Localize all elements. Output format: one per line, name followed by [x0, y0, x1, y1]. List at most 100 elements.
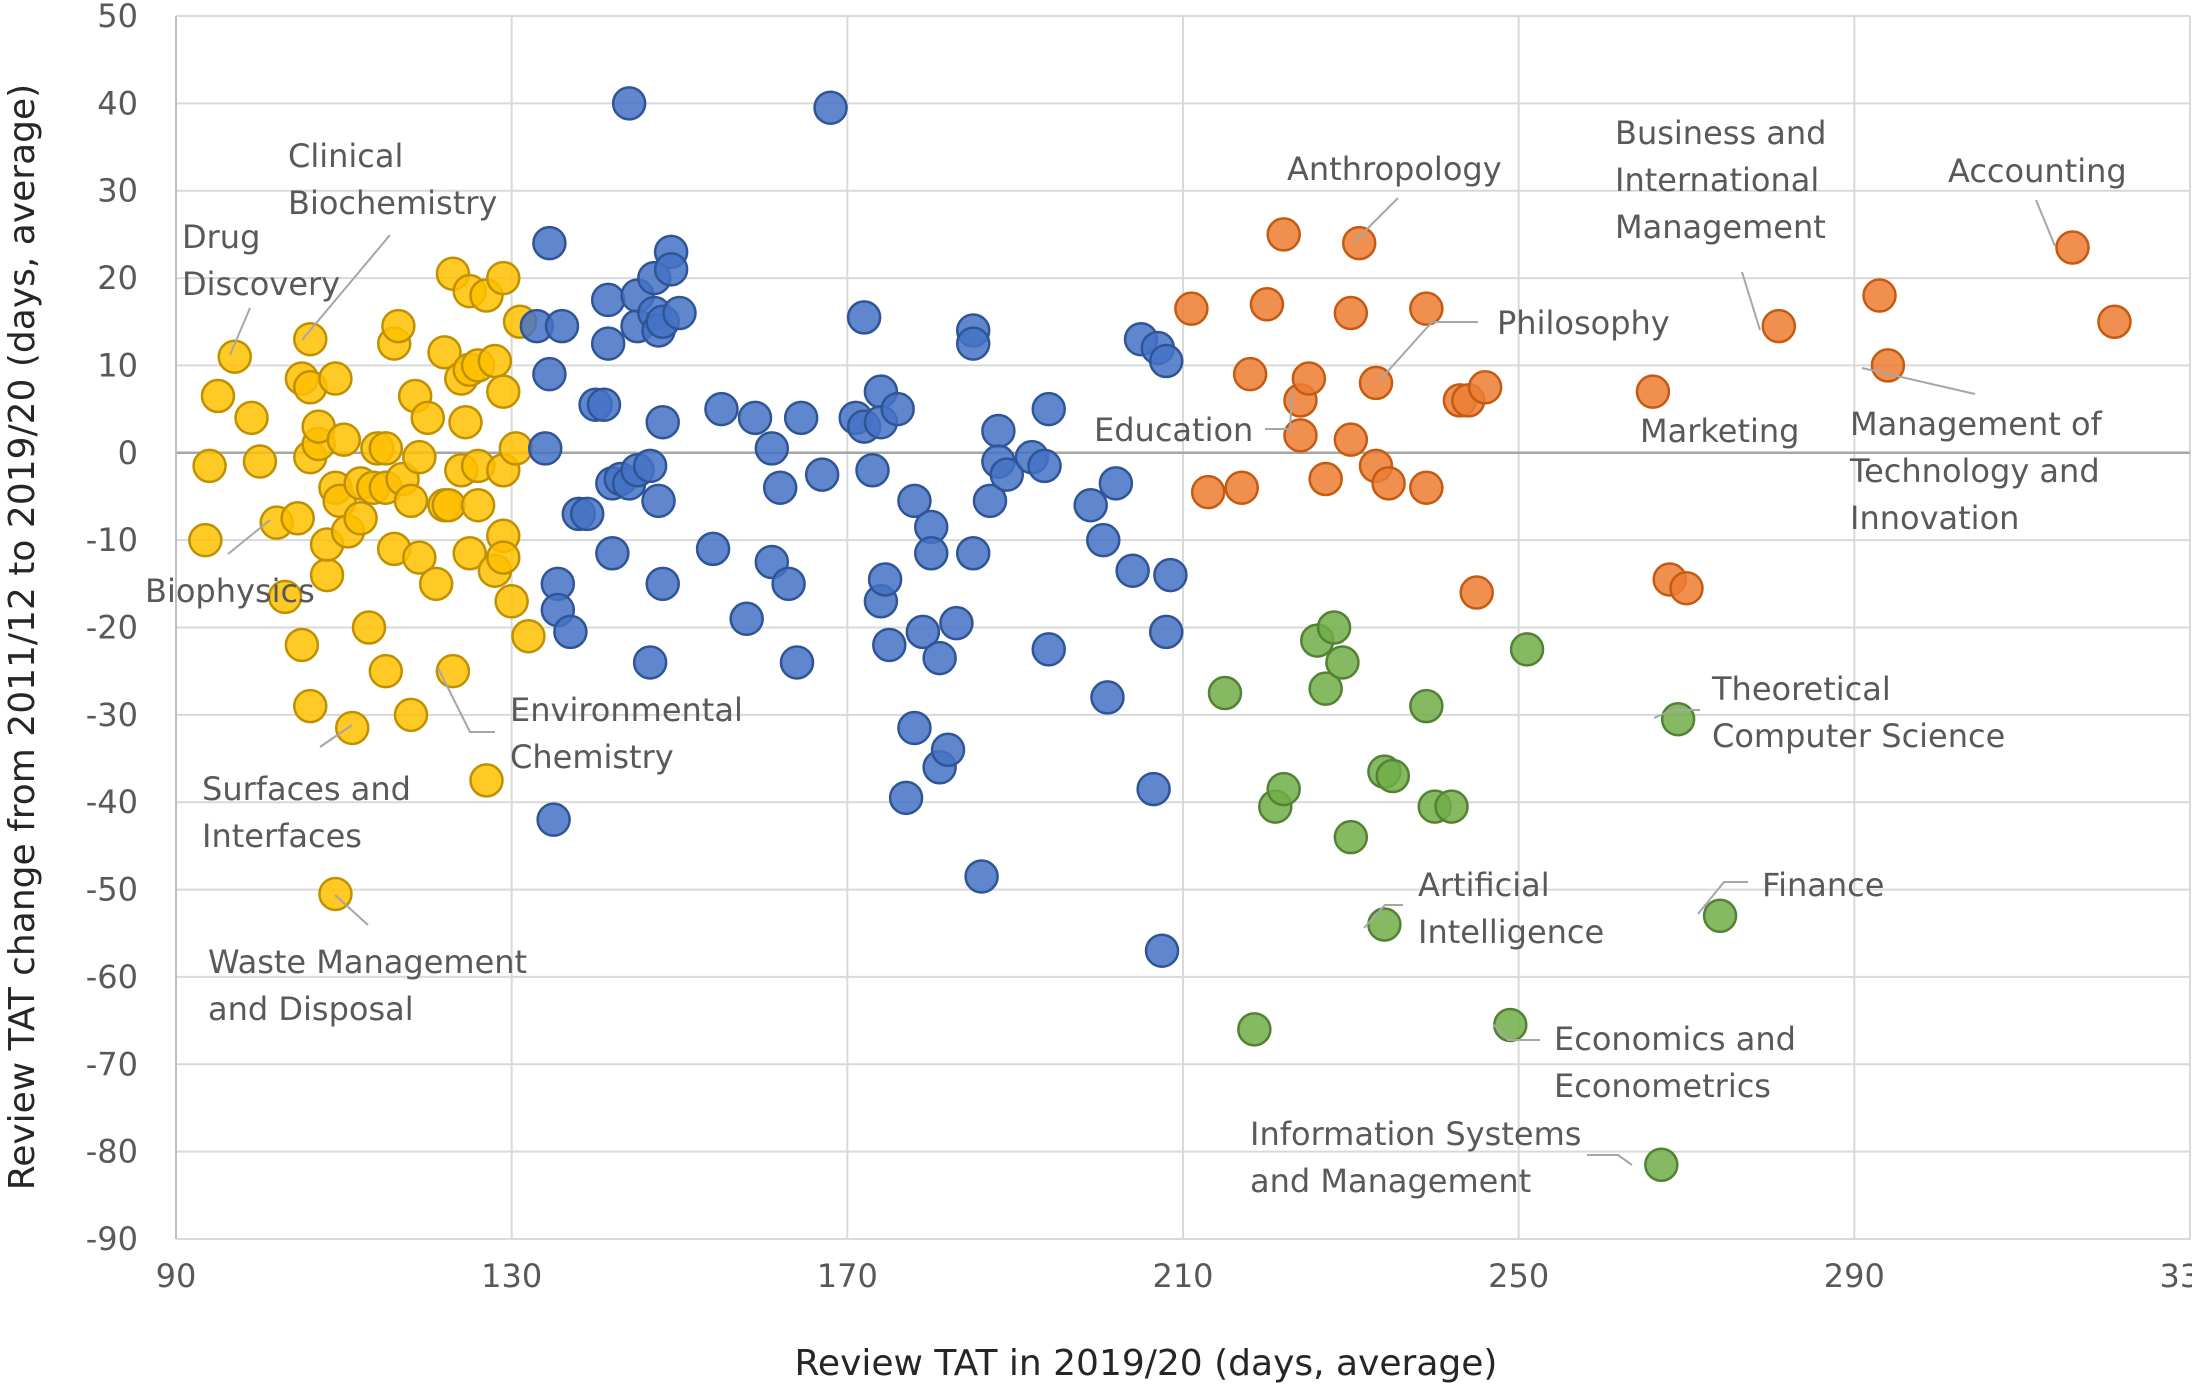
x-tick-label: 170: [817, 1257, 878, 1295]
data-point-yellow: [351, 610, 387, 645]
annotation-text: Waste Management: [208, 943, 527, 981]
data-point-blue: [779, 645, 815, 680]
data-point-blue: [804, 457, 840, 492]
annotation-text: Business and: [1615, 114, 1826, 152]
data-point-blue: [846, 300, 882, 335]
data-point-orange: [1291, 361, 1327, 396]
data-point-yellow: [393, 697, 429, 733]
data-point-yellow: [280, 501, 315, 536]
data-point-blue: [632, 448, 668, 484]
data-point-yellow: [402, 540, 437, 575]
data-point-yellow: [200, 378, 236, 414]
annotation: Surfaces and Interfaces: [202, 770, 411, 855]
data-point-yellow: [511, 618, 546, 654]
y-tick-label: -20: [86, 609, 138, 647]
data-point-green: [1434, 789, 1469, 824]
data-point-blue: [729, 601, 764, 637]
annotation-leader: [301, 234, 391, 341]
y-tick-label: -10: [86, 521, 138, 559]
annotation-leader: [1741, 271, 1761, 331]
data-point-yellow: [234, 400, 269, 436]
data-point-blue: [1098, 466, 1134, 501]
data-point-blue: [532, 225, 567, 261]
annotation-text: Technology and: [1849, 452, 2100, 490]
data-point-blue: [569, 496, 605, 532]
annotation: Management of Technology and Innovation: [1849, 405, 2103, 537]
data-point-green: [1409, 688, 1444, 724]
annotation: Environmental Chemistry: [510, 691, 743, 776]
data-point-blue: [955, 535, 991, 571]
annotation-leader: [1265, 389, 1293, 430]
data-point-blue: [653, 252, 689, 287]
annotation-text: Marketing: [1640, 412, 1799, 450]
data-point-blue: [704, 391, 739, 427]
data-point-blue: [855, 453, 890, 488]
y-tick-label: 10: [97, 346, 138, 384]
data-point-blue: [914, 535, 949, 571]
data-point-blue: [762, 470, 798, 505]
annotation-text: Information Systems: [1250, 1115, 1581, 1153]
data-point-green: [1237, 1012, 1272, 1047]
annotations: Clinical Biochemistry Drug Discovery Biophys…: [145, 114, 2127, 1200]
data-point-yellow: [326, 422, 362, 457]
x-tick-label: 90: [156, 1257, 197, 1295]
data-point-yellow: [188, 522, 223, 558]
data-point-yellow: [368, 431, 404, 466]
annotation: Waste Management and Disposal: [208, 943, 527, 1028]
data-point-green: [1375, 758, 1411, 794]
data-point-yellow: [334, 710, 370, 746]
annotation-text: Anthropology: [1287, 150, 1502, 188]
data-point-orange: [1232, 356, 1268, 392]
data-point-orange: [1371, 466, 1406, 501]
data-point-blue: [872, 627, 907, 663]
annotation: Finance: [1762, 866, 1884, 904]
annotation-leader: [227, 519, 271, 555]
data-point-orange: [1174, 291, 1209, 326]
data-point-blue: [595, 535, 630, 571]
data-point-blue: [964, 859, 999, 894]
data-point-yellow: [402, 439, 437, 475]
data-point-yellow: [469, 763, 504, 798]
y-tick-label: 50: [97, 0, 138, 35]
x-tick-label: 290: [1824, 1257, 1885, 1295]
data-point-blue: [939, 605, 974, 641]
annotation-leader: [1861, 367, 1976, 395]
annotation-leader: [334, 894, 369, 926]
data-point-orange: [1635, 374, 1671, 409]
data-point-blue: [905, 614, 941, 650]
data-point-blue: [897, 483, 932, 519]
annotation-leader: [1492, 1023, 1540, 1041]
annotation: Artificial Intelligence: [1418, 866, 1604, 951]
y-tick-label: -60: [86, 958, 138, 996]
data-point-green: [1660, 701, 1696, 737]
data-point-orange: [2055, 230, 2090, 265]
data-point-blue: [1148, 343, 1184, 379]
data-point-blue: [1115, 553, 1150, 588]
data-point-blue: [611, 86, 647, 121]
data-point-yellow: [368, 653, 404, 689]
data-point-blue: [1090, 680, 1125, 715]
annotation-text: and Disposal: [208, 990, 414, 1028]
data-point-blue: [972, 483, 1008, 519]
annotation-leader: [1379, 321, 1478, 381]
data-point-yellow: [267, 579, 303, 615]
data-point-green: [1493, 1007, 1528, 1043]
data-point-green: [1644, 1147, 1679, 1182]
annotation: Business and International Management: [1615, 114, 1826, 246]
data-point-yellow: [293, 321, 328, 357]
data-points: [188, 86, 2132, 1182]
data-point-blue: [645, 404, 680, 440]
data-point-yellow: [452, 535, 487, 571]
y-tick-label: -40: [86, 783, 138, 821]
data-point-green: [1702, 898, 1738, 934]
data-point-yellow: [410, 400, 445, 436]
data-point-orange: [1409, 291, 1444, 326]
annotation-text: Econometrics: [1554, 1067, 1771, 1105]
data-point-blue: [641, 483, 676, 519]
data-point-orange: [1190, 474, 1226, 510]
data-point-orange: [1862, 278, 1897, 313]
data-point-blue: [754, 431, 790, 466]
annotation: Anthropology: [1287, 150, 1502, 188]
tick-labels: 90 130 170 210 250 290 330 50 40 30 20 10 0 -10 -20 -30…: [86, 0, 2192, 1295]
data-point-yellow: [431, 487, 466, 523]
